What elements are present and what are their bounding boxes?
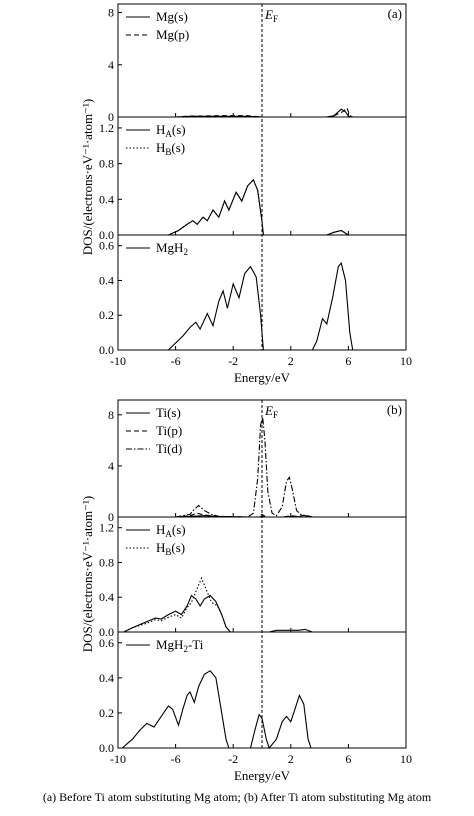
legend-label-main: MgH	[156, 240, 183, 255]
panel-label: (b)	[387, 402, 402, 417]
figure-caption: (a) Before Ti atom substituting Mg atom;…	[42, 790, 432, 804]
legend-label-sub: A	[165, 129, 172, 139]
x-axis-label: Energy/eV	[234, 768, 291, 783]
x-tick-label: -6	[171, 752, 181, 766]
dos-figure: 048 Mg(s)Mg(p)0.00.40.81.2 HA(s)HB(s)0.00.…	[80, 3, 412, 783]
x-tick-label: 10	[400, 752, 412, 766]
legend-label-main: H	[156, 522, 165, 537]
subplot-1-2: 0.0 0.2 0.4 0.6 MgH2-Ti	[99, 631, 407, 755]
legend-label-main: Mg(p)	[156, 27, 189, 42]
panel-label: (a)	[388, 6, 402, 21]
legend-label: Mg(s)	[156, 9, 188, 24]
legend-label: Mg(p)	[156, 27, 189, 42]
subplot-1-0: 0 4 8 Ti(s) Ti(p) Ti(d)	[108, 399, 407, 524]
x-tick-label: -10	[110, 354, 126, 368]
subplot-0-2: 0.0 0.2 0.4 0.6 MgH2	[99, 234, 407, 357]
legend-label-tail: (s)	[171, 140, 185, 155]
y-tick-label: 0.0	[99, 228, 114, 242]
legend-label-sub: B	[165, 547, 171, 557]
y-tick-label: 0	[108, 510, 114, 524]
x-axis-label: Energy/eV	[234, 370, 291, 385]
fermi-label: EF	[264, 403, 278, 420]
legend-label-main: H	[156, 140, 165, 155]
legend-label-tail: -Ti	[188, 637, 204, 652]
y-tick-label: 8	[108, 6, 114, 20]
legend-label: HA(s)	[156, 522, 186, 539]
y-tick-label: 0.2	[99, 308, 114, 322]
x-tick-label: 2	[288, 354, 294, 368]
legend-label: Ti(d)	[156, 441, 182, 456]
y-tick-label: 0.2	[99, 706, 114, 720]
x-tick-label: -2	[228, 752, 238, 766]
x-tick-label: 10	[400, 354, 412, 368]
legend-label-main: Ti(p)	[156, 423, 182, 438]
x-tick-label: 2	[288, 752, 294, 766]
fermi-label-main: E	[264, 7, 273, 22]
legend-label-main: Mg(s)	[156, 9, 188, 24]
y-tick-label: 0.4	[99, 273, 114, 287]
y-tick-label: 0.4	[99, 192, 114, 206]
fermi-label-sub: F	[273, 410, 278, 420]
series-line-MgH2-Ti	[118, 670, 406, 750]
y-tick-label: 4	[108, 58, 114, 72]
y-tick-label: 0.8	[99, 157, 114, 171]
legend-label-sub: B	[165, 147, 171, 157]
x-tick-label: 6	[345, 354, 351, 368]
legend-label-sub: 2	[183, 644, 188, 654]
legend-label-sub: A	[165, 529, 172, 539]
y-tick-label: 0.0	[99, 343, 114, 357]
y-tick-label: 0.0	[99, 741, 114, 755]
x-tick-label: -2	[228, 354, 238, 368]
y-tick-label: 1.2	[99, 121, 114, 135]
y-axis-label: DOS/(electrons·eV⁻¹·atom⁻¹)	[80, 99, 95, 256]
series-line-MgH2	[118, 261, 406, 351]
y-tick-label: 0.0	[99, 625, 114, 639]
series-line-HA(s)	[118, 594, 406, 633]
legend-label-main: MgH	[156, 637, 183, 652]
legend-label-main: Ti(d)	[156, 441, 182, 456]
legend-label: Ti(p)	[156, 423, 182, 438]
legend-label-main: Ti(s)	[156, 405, 181, 420]
fermi-label-main: E	[264, 403, 273, 418]
series-line-HB(s)	[118, 576, 406, 633]
series-line-Ti(p)	[118, 512, 406, 518]
y-axis-label: DOS/(electrons·eV⁻¹·atom⁻¹)	[80, 496, 95, 653]
y-tick-label: 0.6	[99, 636, 114, 650]
x-tick-label: -10	[110, 752, 126, 766]
y-tick-label: 0.8	[99, 555, 114, 569]
legend-label-tail: (s)	[171, 540, 185, 555]
y-tick-label: 0.4	[99, 671, 114, 685]
fermi-label: EF	[264, 7, 278, 24]
y-tick-label: 0.4	[99, 590, 114, 604]
fermi-label-sub: F	[273, 14, 278, 24]
x-tick-label: -6	[171, 354, 181, 368]
y-tick-label: 0.6	[99, 239, 114, 253]
legend-label-tail: (s)	[172, 522, 186, 537]
legend-label: HB(s)	[156, 540, 185, 557]
legend-label: HA(s)	[156, 122, 186, 139]
y-tick-label: 8	[108, 408, 114, 422]
legend-label-main: H	[156, 122, 165, 137]
legend-label: MgH2	[156, 240, 188, 257]
subplot-1-1: 0.00.40.81.2 HA(s)HB(s)	[99, 516, 407, 639]
legend-label-main: H	[156, 540, 165, 555]
legend-label-tail: (s)	[172, 122, 186, 137]
legend-label-sub: 2	[183, 247, 188, 257]
panel-1: 048 Ti(s)Ti(p)Ti(d)0.00.40.81.2 HA(s)HB(s)…	[80, 399, 412, 783]
y-tick-label: 1.2	[99, 521, 114, 535]
y-tick-label: 0	[108, 110, 114, 124]
x-tick-label: 6	[345, 752, 351, 766]
y-tick-label: 4	[108, 459, 114, 473]
legend-label: HB(s)	[156, 140, 185, 157]
legend-label: Ti(s)	[156, 405, 181, 420]
series-line-Ti(d)	[118, 417, 406, 518]
subplot-0-1: 0.00.40.81.2 HA(s)HB(s)	[99, 116, 407, 242]
panel-0: 048 Mg(s)Mg(p)0.00.40.81.2 HA(s)HB(s)0.00.…	[80, 3, 412, 385]
legend-label: MgH2-Ti	[156, 637, 204, 654]
subplot-0-0: 0 4 8 Mg(s) Mg(p)	[108, 3, 407, 124]
